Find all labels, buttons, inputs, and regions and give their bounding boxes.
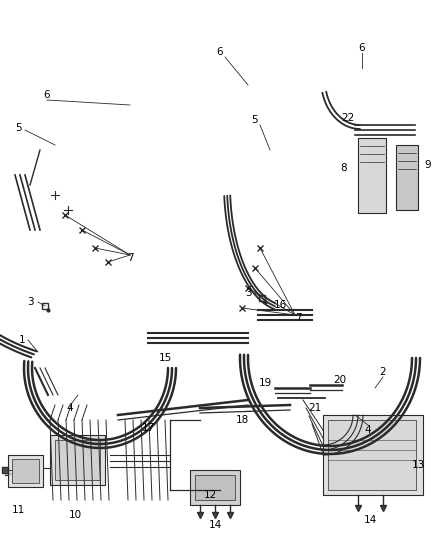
Text: 9: 9 xyxy=(425,160,431,170)
Text: 15: 15 xyxy=(159,353,172,363)
Text: 16: 16 xyxy=(273,300,286,310)
Text: 21: 21 xyxy=(308,403,321,413)
Text: 10: 10 xyxy=(68,510,81,520)
Text: 18: 18 xyxy=(235,415,249,425)
Bar xyxy=(358,138,386,213)
Text: 19: 19 xyxy=(258,378,272,388)
Text: 3: 3 xyxy=(245,288,251,298)
FancyBboxPatch shape xyxy=(12,459,39,483)
Bar xyxy=(396,145,418,210)
Text: 17: 17 xyxy=(141,423,155,433)
Text: 12: 12 xyxy=(203,490,217,500)
Text: 14: 14 xyxy=(208,520,222,530)
Text: 2: 2 xyxy=(380,367,386,377)
Text: 1: 1 xyxy=(19,335,25,345)
Text: 6: 6 xyxy=(359,43,365,53)
Text: 7: 7 xyxy=(295,313,301,323)
Text: 11: 11 xyxy=(11,505,25,515)
FancyBboxPatch shape xyxy=(195,475,235,500)
Text: 5: 5 xyxy=(252,115,258,125)
Text: 13: 13 xyxy=(411,460,424,470)
Text: 6: 6 xyxy=(44,90,50,100)
FancyBboxPatch shape xyxy=(323,415,423,495)
FancyBboxPatch shape xyxy=(8,455,43,487)
Text: 7: 7 xyxy=(127,253,133,263)
FancyBboxPatch shape xyxy=(50,435,105,485)
Text: 4: 4 xyxy=(67,403,73,413)
Text: 22: 22 xyxy=(341,113,355,123)
FancyBboxPatch shape xyxy=(328,420,416,490)
Text: 4: 4 xyxy=(365,425,371,435)
Text: 3: 3 xyxy=(27,297,33,307)
Text: 8: 8 xyxy=(341,163,347,173)
FancyBboxPatch shape xyxy=(55,440,100,480)
FancyBboxPatch shape xyxy=(190,470,240,505)
Text: 6: 6 xyxy=(217,47,223,57)
Text: 5: 5 xyxy=(15,123,21,133)
Text: 14: 14 xyxy=(364,515,377,525)
Text: 20: 20 xyxy=(333,375,346,385)
